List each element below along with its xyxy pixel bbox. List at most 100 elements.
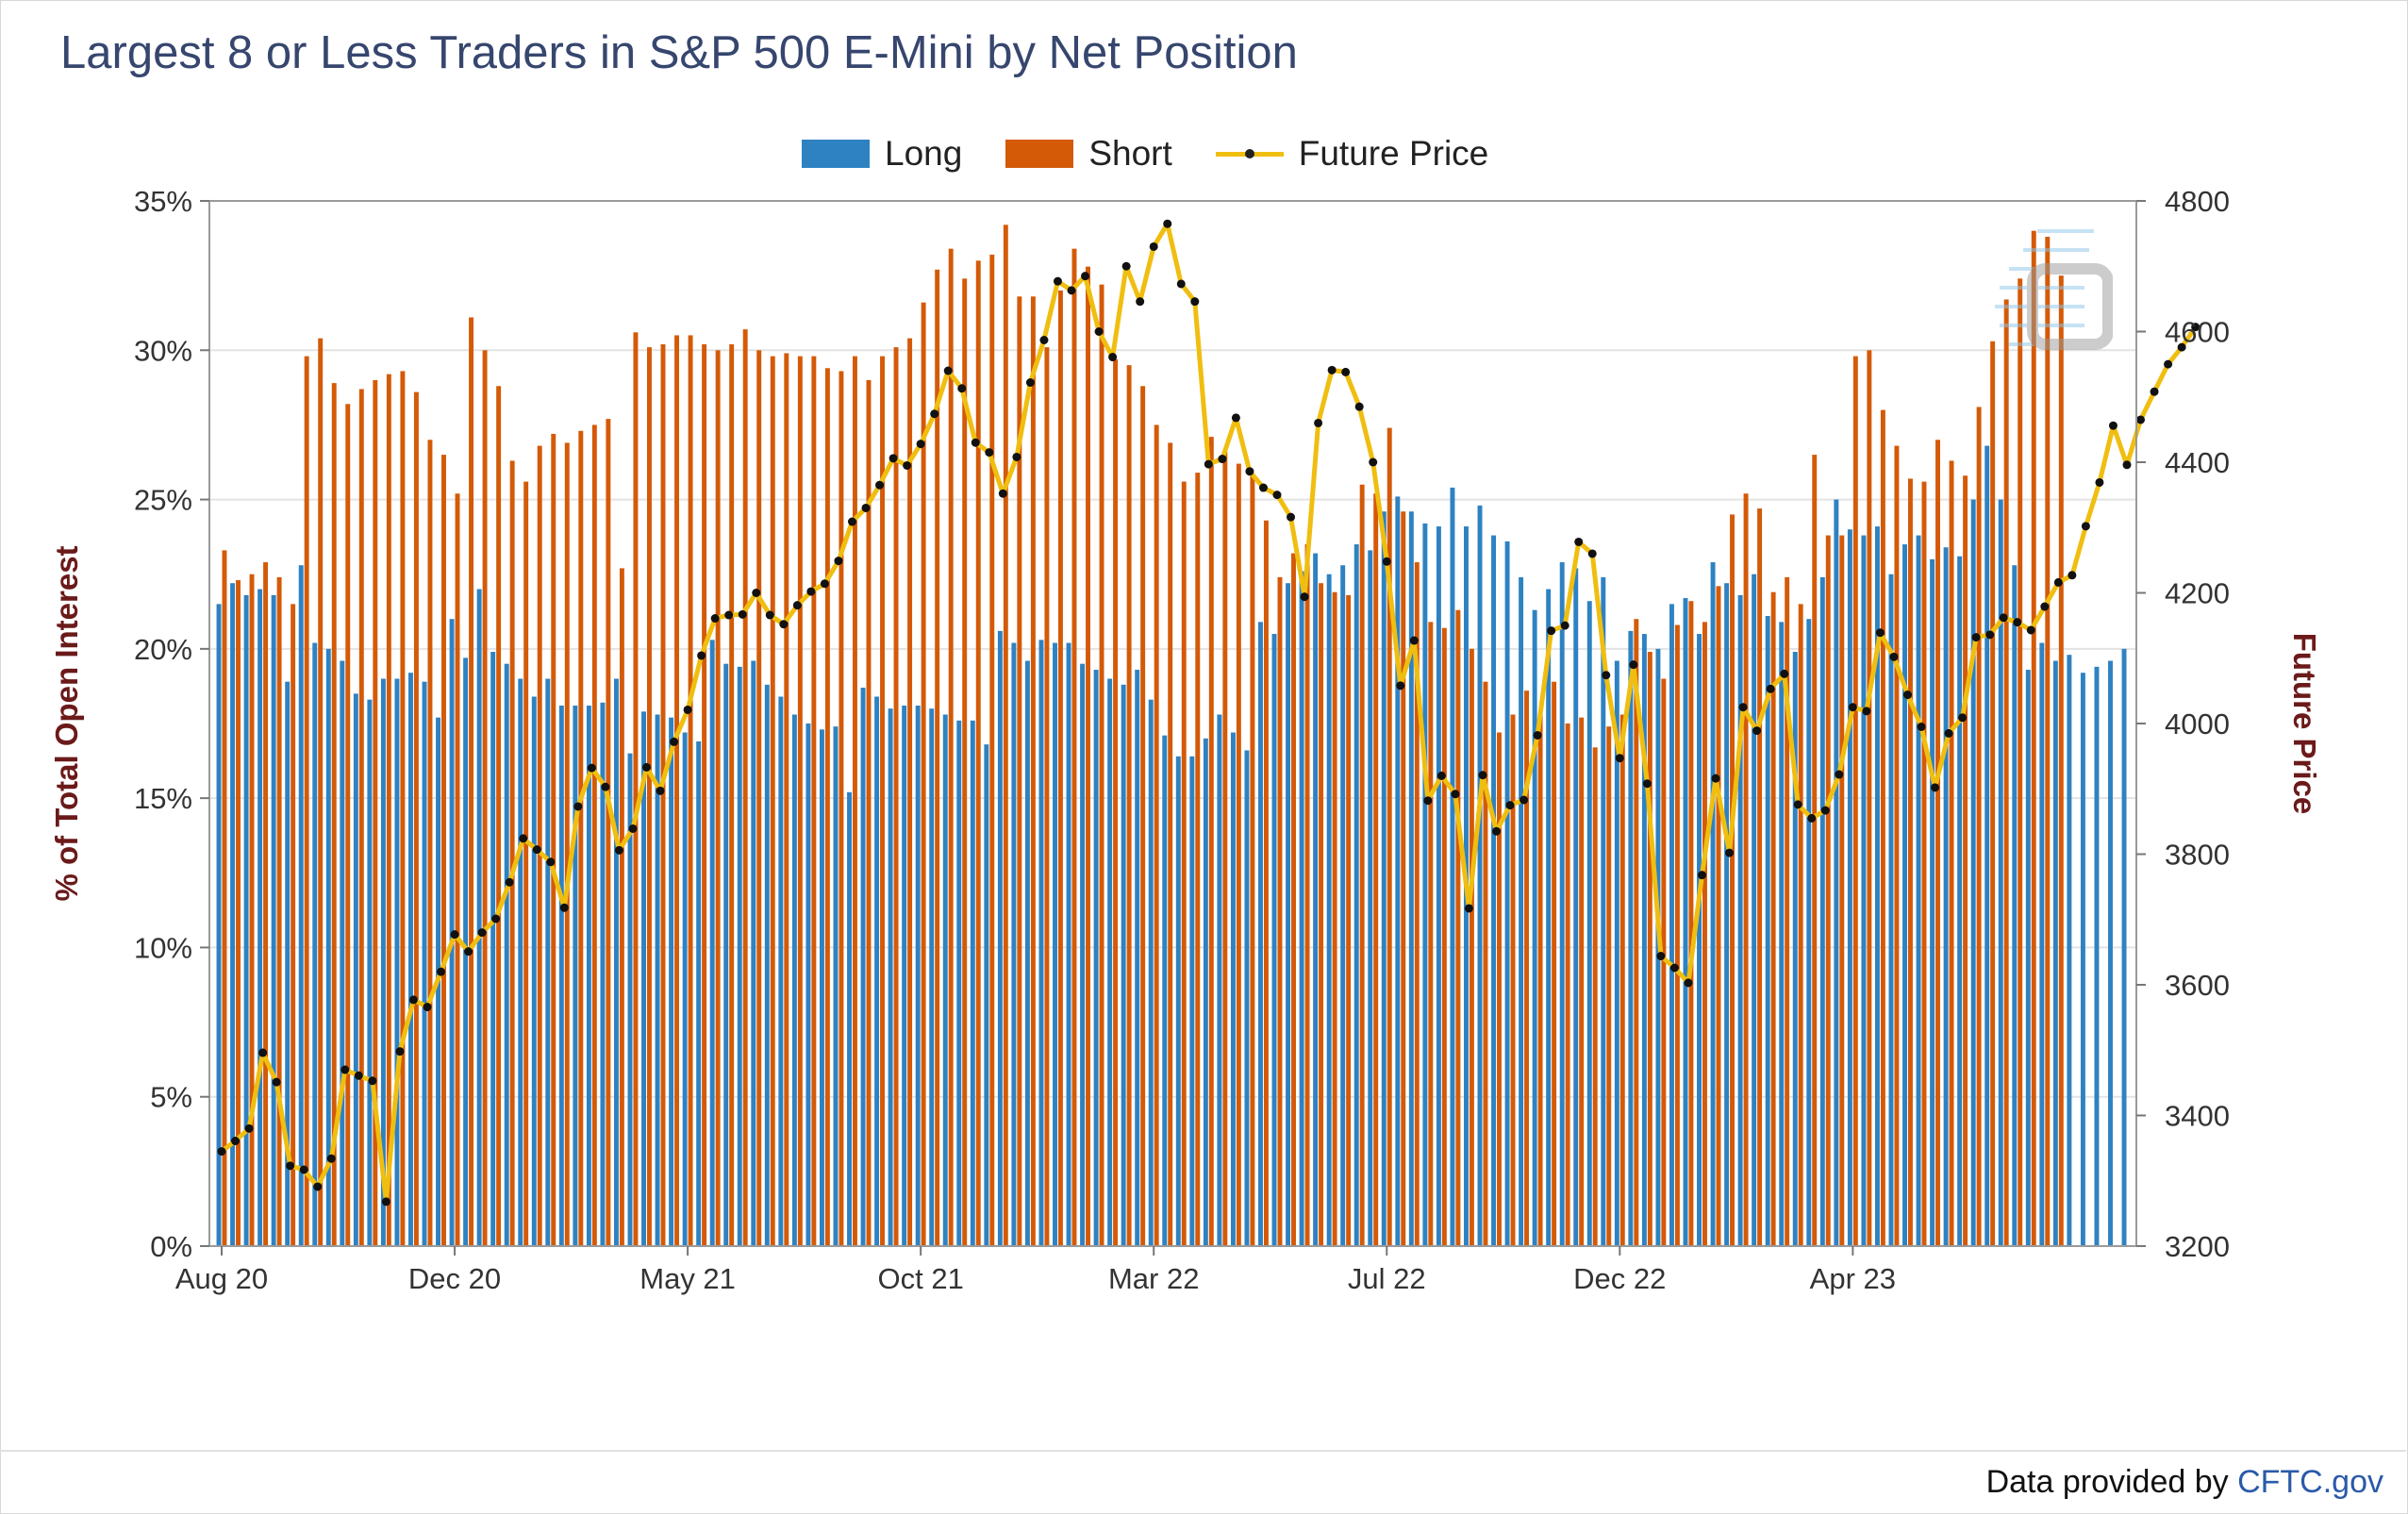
- price-point: [217, 1147, 226, 1156]
- bar-short: [784, 353, 789, 1246]
- price-point: [1780, 669, 1789, 678]
- bar-long: [1368, 550, 1373, 1246]
- price-point: [1958, 713, 1968, 723]
- bar-long: [1422, 523, 1428, 1246]
- price-point: [847, 517, 856, 526]
- bar-short: [318, 338, 324, 1246]
- bar-short: [564, 442, 570, 1246]
- bar-long: [1395, 496, 1401, 1246]
- x-tick-label: Aug 20: [175, 1262, 268, 1295]
- bar-short: [1441, 627, 1447, 1246]
- bar-short: [1565, 724, 1570, 1246]
- bar-short: [811, 356, 817, 1246]
- bar-long: [216, 604, 222, 1246]
- bar-short: [647, 347, 652, 1246]
- price-point: [998, 489, 1007, 498]
- bar-short: [1057, 290, 1063, 1246]
- bar-short: [1140, 386, 1146, 1246]
- x-tick-label: Mar 22: [1108, 1262, 1199, 1295]
- price-point: [779, 620, 789, 629]
- bar-long: [1408, 511, 1414, 1246]
- price-point: [1656, 952, 1666, 961]
- bar-short: [373, 379, 378, 1246]
- bar-long: [1504, 541, 1510, 1246]
- price-point: [1354, 402, 1364, 411]
- bar-long: [1244, 750, 1250, 1246]
- bar-short: [1208, 437, 1214, 1246]
- bar-long: [1436, 526, 1441, 1246]
- bar-short: [1688, 601, 1694, 1246]
- bar-long: [545, 678, 551, 1246]
- bar-long: [558, 706, 564, 1246]
- price-point: [1382, 557, 1391, 566]
- price-point: [1478, 771, 1487, 780]
- bar-long: [1614, 660, 1619, 1246]
- bar-long: [1559, 562, 1565, 1246]
- price-point: [1149, 241, 1158, 251]
- cftc-link[interactable]: CFTC.gov: [2237, 1464, 2383, 1500]
- price-point: [628, 824, 638, 833]
- bar-short: [1455, 609, 1461, 1246]
- price-point: [943, 366, 953, 375]
- bar-long: [709, 640, 715, 1246]
- legend-item-long[interactable]: Long: [802, 134, 962, 174]
- x-tick-label: Dec 20: [408, 1262, 501, 1295]
- bar-short: [1537, 714, 1543, 1246]
- price-point: [1629, 660, 1638, 670]
- legend-item-future-price[interactable]: Future Price: [1215, 134, 1488, 174]
- bar-short: [797, 356, 803, 1246]
- left-tick-label: 35%: [134, 185, 192, 218]
- price-point: [2026, 625, 2035, 635]
- bar-long: [1477, 505, 1483, 1246]
- bar-long: [1888, 574, 1894, 1246]
- bar-long: [1998, 499, 2003, 1246]
- bar-short: [358, 389, 364, 1246]
- bar-long: [1641, 634, 1647, 1246]
- price-point: [1081, 272, 1090, 281]
- chart-svg: 0% 5% 10% 15% 20% 25% 30% 35% 3200 3400 3600 3800 40…: [49, 185, 2322, 1295]
- bar-long: [285, 681, 291, 1246]
- bar-short: [1346, 594, 1352, 1246]
- x-tick-label: Dec 22: [1573, 1262, 1666, 1295]
- legend-item-short[interactable]: Short: [1005, 134, 1172, 174]
- price-point: [670, 737, 679, 746]
- legend: Long Short Future Price: [802, 130, 1532, 177]
- bar-long: [1230, 732, 1236, 1246]
- price-point: [1327, 365, 1337, 374]
- bar-short: [1071, 248, 1077, 1247]
- right-axis-title: Future Price: [2287, 633, 2322, 815]
- price-point: [244, 1123, 254, 1133]
- bar-short: [1154, 424, 1159, 1246]
- bar-long: [1121, 684, 1126, 1246]
- bar-long: [737, 666, 742, 1246]
- price-point: [656, 786, 665, 795]
- bar-long: [367, 699, 373, 1246]
- price-point: [1574, 537, 1584, 546]
- bar-long: [2094, 666, 2100, 1246]
- bar-short: [345, 404, 351, 1247]
- bar-short: [482, 350, 488, 1246]
- bar-short: [331, 383, 337, 1246]
- bar-long: [298, 565, 304, 1246]
- bar-long: [1532, 609, 1537, 1246]
- price-point: [1176, 279, 1186, 289]
- bar-long: [380, 678, 386, 1246]
- bar-short: [715, 350, 721, 1246]
- price-point: [1218, 455, 1227, 464]
- bar-long: [641, 711, 647, 1246]
- bar-short: [975, 260, 981, 1246]
- price-point: [752, 589, 761, 597]
- bar-long: [929, 708, 935, 1246]
- bar-long: [613, 678, 619, 1246]
- bar-long: [1902, 544, 1907, 1246]
- bar-long: [1038, 640, 1044, 1246]
- bar-short: [688, 335, 693, 1246]
- bar-short: [989, 254, 995, 1246]
- bar-short: [578, 430, 584, 1246]
- bar-short: [1579, 717, 1585, 1246]
- price-point: [2164, 359, 2173, 369]
- bar-long: [1669, 604, 1674, 1246]
- bar-long: [970, 720, 975, 1246]
- bar-short: [674, 335, 680, 1246]
- bar-long: [1258, 622, 1263, 1246]
